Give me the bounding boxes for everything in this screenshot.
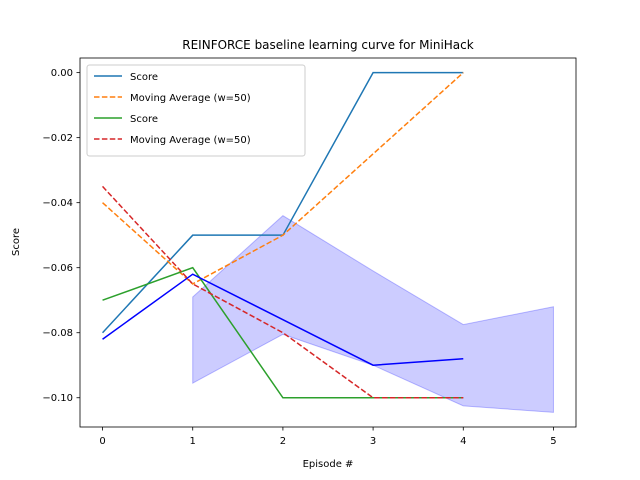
- y-axis: 0.00 −0.02 −0.04 −0.06 −0.08 −0.10: [42, 68, 80, 404]
- legend-box: [86, 64, 306, 157]
- legend: Score Moving Average (w=50) Score Moving Av…: [86, 64, 306, 157]
- y-tick-label: −0.02: [42, 133, 73, 144]
- legend-label: Moving Average (w=50): [130, 135, 251, 146]
- y-tick-label: −0.08: [42, 328, 73, 339]
- x-tick-label: 5: [550, 436, 556, 447]
- x-axis-label: Episode #: [303, 459, 354, 470]
- plot-frame: [79, 57, 577, 428]
- legend-label: Moving Average (w=50): [130, 93, 251, 104]
- plot-area: [101, 71, 554, 413]
- x-tick-label: 3: [370, 436, 376, 447]
- series-line-2: [102, 72, 464, 285]
- x-tick-label: 0: [99, 436, 105, 447]
- confidence-band: [192, 215, 554, 413]
- x-tick-label: 2: [280, 436, 286, 447]
- series-line-4: [101, 185, 464, 399]
- y-tick-label: −0.06: [42, 263, 73, 274]
- y-axis-label: Score: [11, 228, 22, 256]
- x-tick-label: 4: [460, 436, 466, 447]
- series-line-5: [102, 273, 464, 366]
- y-tick-label: −0.10: [42, 393, 73, 404]
- legend-label: Score: [130, 114, 158, 125]
- chart-title: REINFORCE baseline learning curve for Mi…: [182, 38, 473, 52]
- y-tick-label: −0.04: [42, 198, 73, 209]
- legend-label: Score: [130, 72, 158, 83]
- x-tick-label: 1: [190, 436, 196, 447]
- x-axis: 0 1 2 3 4 5: [99, 427, 557, 447]
- y-tick-label: 0.00: [51, 68, 73, 79]
